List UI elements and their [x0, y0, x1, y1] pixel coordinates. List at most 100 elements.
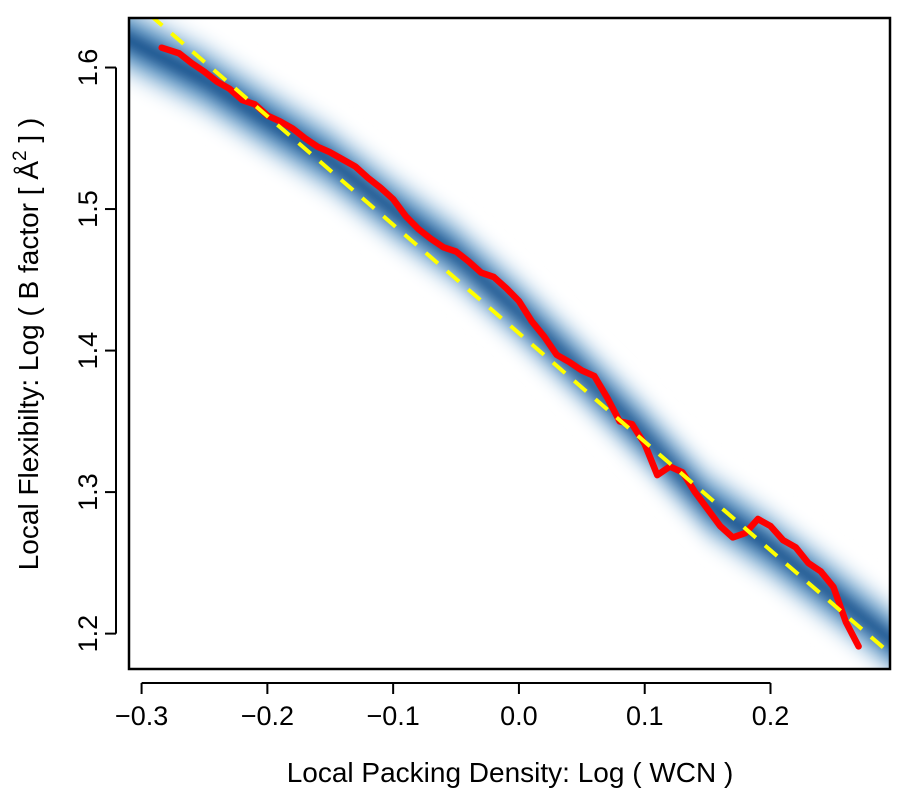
density-strip	[381, 150, 389, 255]
density-strip	[519, 262, 527, 367]
x-tick-label: 0.2	[752, 701, 790, 731]
density-strip	[813, 529, 821, 634]
density-strip	[369, 141, 377, 246]
y-axis-title: Local Flexibilty: Log ( B factor [ Å2 ] …	[10, 118, 44, 571]
density-strip	[219, 38, 227, 143]
x-axis: −0.3 −0.2 −0.1 0.0 0.1 0.2	[115, 682, 790, 731]
x-tick-label: 0.1	[626, 701, 664, 731]
density-strip	[171, 18, 179, 116]
density-strip	[297, 89, 305, 194]
density-strip	[177, 18, 185, 119]
density-strip	[351, 127, 359, 232]
density-strip	[225, 42, 233, 147]
density-strip	[105, 0, 113, 81]
density-strip	[117, 0, 125, 88]
density-strip	[645, 388, 653, 493]
density-strip	[825, 538, 833, 643]
density-strip	[513, 257, 521, 362]
y-axis-title-superscript: 2	[10, 150, 31, 161]
density-strip	[555, 297, 563, 402]
density-strip	[165, 18, 173, 113]
density-strip	[363, 136, 371, 241]
density-strip	[873, 576, 881, 669]
density-strip	[651, 394, 659, 499]
density-strip	[339, 117, 347, 222]
x-tick-label: −0.1	[366, 701, 419, 731]
x-tick-label: −0.3	[115, 701, 168, 731]
y-axis: 1.2 1.3 1.4 1.5 1.6	[73, 49, 117, 653]
density-strip	[561, 303, 569, 408]
density-strip	[291, 85, 299, 190]
density-strip	[345, 122, 353, 227]
moving-average-line	[158, 44, 862, 650]
density-strip	[483, 230, 491, 335]
density-strip	[489, 235, 497, 340]
y-tick-label: 1.5	[73, 190, 103, 228]
y-tick-label: 1.2	[73, 615, 103, 653]
density-strip	[849, 557, 857, 662]
density-strip	[231, 46, 239, 151]
density-strip	[249, 58, 257, 163]
y-tick-label: 1.4	[73, 332, 103, 370]
density-strip	[789, 511, 797, 616]
density-strip	[639, 381, 647, 486]
density-strip	[393, 159, 401, 264]
density-strip	[717, 460, 725, 565]
density-strip	[777, 501, 785, 606]
density-strip	[507, 251, 515, 356]
density-strip	[315, 100, 323, 205]
density-strip	[153, 18, 161, 107]
plot-frame	[127, 16, 892, 671]
density-strip	[801, 520, 809, 625]
density-strip	[879, 581, 887, 669]
density-strip	[621, 363, 629, 468]
density-strip	[141, 18, 149, 101]
density-strip	[855, 562, 863, 667]
density-strip	[243, 54, 251, 159]
density-strip	[267, 70, 275, 175]
density-strip	[585, 327, 593, 432]
density-strip	[261, 66, 269, 171]
density-strip	[591, 333, 599, 438]
density-heatmap	[105, 0, 899, 695]
y-axis-title-main: Local Flexibilty: Log ( B factor [ Å	[13, 161, 44, 571]
density-strip	[711, 456, 719, 561]
density-strip	[501, 246, 509, 351]
density-strip	[375, 145, 383, 250]
x-axis-title: Local Packing Density: Log ( WCN )	[287, 757, 734, 788]
density-strip	[795, 515, 803, 620]
density-strip	[387, 155, 395, 260]
density-strip	[333, 112, 341, 217]
density-strip	[495, 241, 503, 346]
density-strip	[867, 571, 875, 669]
density-strip	[309, 96, 317, 201]
y-axis-title-end: ] )	[13, 118, 44, 151]
density-strip	[195, 24, 203, 129]
density-strip	[771, 497, 779, 602]
density-strip	[885, 585, 890, 669]
density-strip	[207, 31, 215, 136]
density-strip	[891, 591, 899, 695]
density-strip	[183, 18, 191, 122]
density-strip	[327, 108, 335, 213]
density-strip	[303, 92, 311, 197]
density-strip	[765, 492, 773, 597]
density-strip	[147, 18, 155, 104]
density-strip	[705, 452, 713, 557]
x-tick-label: 0.0	[500, 701, 538, 731]
series-layer	[150, 18, 890, 655]
x-tick-label: −0.2	[241, 701, 294, 731]
density-strip	[861, 566, 869, 669]
density-strip	[321, 104, 329, 209]
y-tick-label: 1.6	[73, 49, 103, 87]
density-strip	[135, 18, 143, 97]
density-strip	[759, 488, 767, 593]
density-strip	[201, 27, 209, 132]
density-strip	[843, 552, 851, 657]
density-strip	[159, 18, 167, 110]
density-strip	[753, 484, 761, 589]
density-strip	[819, 534, 827, 639]
density-strip	[255, 62, 263, 167]
density-strip	[735, 472, 743, 577]
